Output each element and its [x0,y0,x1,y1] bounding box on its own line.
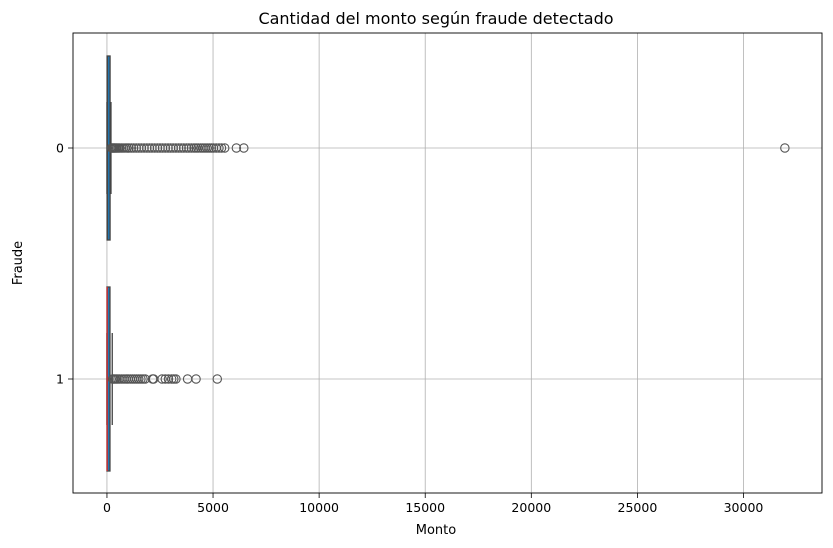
x-tick-label-6: 30000 [724,500,764,515]
outlier-0-37 [186,143,197,153]
x-tick-label-3: 15000 [405,500,445,515]
y-axis-ticks: 01 [56,141,73,387]
box-0 [106,55,790,241]
outlier-1-25 [171,374,181,384]
outlier-1-28 [212,374,223,384]
y-tick-label-1: 1 [56,372,64,387]
x-tick-label-0: 0 [103,500,111,515]
outlier-1-22 [163,374,174,384]
x-axis-label: Monto [416,523,457,538]
outlier-0-51 [219,143,230,153]
outlier-0-52 [231,143,242,153]
chart-title: Cantidad del monto según fraude detectad… [258,9,613,28]
x-tick-label-1: 5000 [197,500,229,515]
plot-frame [72,32,823,494]
x-tick-label-5: 25000 [618,500,658,515]
box-series [106,55,790,472]
outlier-0-33 [176,143,186,153]
outlier-0-36 [184,143,194,153]
outlier-0-54 [780,143,790,153]
box-1 [106,286,223,472]
outlier-0-15 [128,143,139,153]
outlier-0-53 [239,143,249,153]
grid-lines [73,33,822,493]
outlier-0-34 [179,143,189,153]
y-tick-label-0: 0 [56,141,64,156]
x-tick-label-2: 10000 [299,500,339,515]
outlier-1-27 [191,374,201,384]
outlier-1-20 [157,374,167,384]
outlier-0-50 [216,143,227,153]
x-tick-label-4: 20000 [511,500,551,515]
x-axis-ticks: 0 5000 10000 15000 20000 25000 30000 [103,493,763,515]
y-axis-label: Fraude [11,241,26,285]
outlier-0-35 [181,143,192,153]
outlier-0-13 [124,143,134,153]
outlier-0-49 [214,143,224,153]
outlier-0-14 [126,143,137,153]
